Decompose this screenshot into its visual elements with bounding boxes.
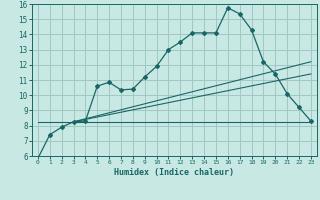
X-axis label: Humidex (Indice chaleur): Humidex (Indice chaleur) [115, 168, 234, 177]
